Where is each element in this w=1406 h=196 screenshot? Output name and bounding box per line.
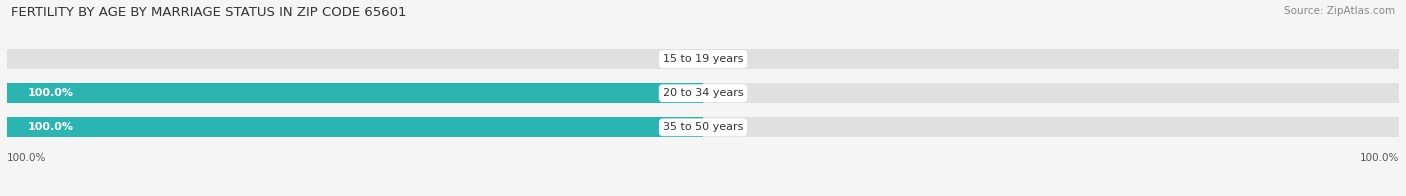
Bar: [7, 83, 703, 103]
Text: 0.0%: 0.0%: [717, 88, 745, 98]
Text: 0.0%: 0.0%: [717, 122, 745, 132]
Bar: [7, 117, 1399, 137]
Bar: [7, 49, 1399, 69]
Text: 0.0%: 0.0%: [661, 54, 689, 64]
Text: 100.0%: 100.0%: [28, 88, 75, 98]
Text: 15 to 19 years: 15 to 19 years: [662, 54, 744, 64]
Legend: Married, Unmarried: Married, Unmarried: [620, 192, 786, 196]
Bar: [7, 83, 1399, 103]
Text: 0.0%: 0.0%: [717, 54, 745, 64]
Text: Source: ZipAtlas.com: Source: ZipAtlas.com: [1284, 6, 1395, 16]
Text: 100.0%: 100.0%: [1360, 153, 1399, 163]
Text: 35 to 50 years: 35 to 50 years: [662, 122, 744, 132]
Text: FERTILITY BY AGE BY MARRIAGE STATUS IN ZIP CODE 65601: FERTILITY BY AGE BY MARRIAGE STATUS IN Z…: [11, 6, 406, 19]
Text: 100.0%: 100.0%: [28, 122, 75, 132]
Text: 20 to 34 years: 20 to 34 years: [662, 88, 744, 98]
Bar: [7, 117, 703, 137]
Text: 100.0%: 100.0%: [7, 153, 46, 163]
